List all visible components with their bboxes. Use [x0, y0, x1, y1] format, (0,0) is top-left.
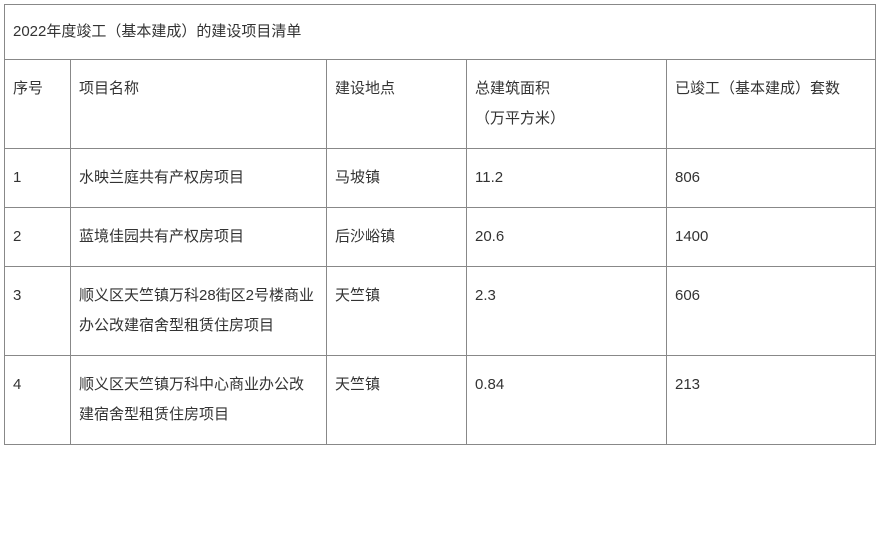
table-row: 2 蓝境佳园共有产权房项目 后沙峪镇 20.6 1400: [5, 208, 876, 267]
table-row: 4 顺义区天竺镇万科中心商业办公改建宿舍型租赁住房项目 天竺镇 0.84 213: [5, 356, 876, 445]
table-title: 2022年度竣工（基本建成）的建设项目清单: [5, 5, 876, 60]
cell-units: 213: [667, 356, 876, 445]
cell-idx: 1: [5, 149, 71, 208]
cell-loc: 天竺镇: [327, 356, 467, 445]
cell-name: 顺义区天竺镇万科中心商业办公改建宿舍型租赁住房项目: [71, 356, 327, 445]
cell-units: 806: [667, 149, 876, 208]
cell-idx: 4: [5, 356, 71, 445]
cell-area: 20.6: [467, 208, 667, 267]
cell-area: 11.2: [467, 149, 667, 208]
cell-area: 2.3: [467, 267, 667, 356]
projects-table: 2022年度竣工（基本建成）的建设项目清单 序号 项目名称 建设地点 总建筑面积…: [4, 4, 876, 445]
cell-area: 0.84: [467, 356, 667, 445]
col-header-area-line1: 总建筑面积: [475, 74, 658, 104]
cell-units: 1400: [667, 208, 876, 267]
cell-loc: 马坡镇: [327, 149, 467, 208]
table-row: 1 水映兰庭共有产权房项目 马坡镇 11.2 806: [5, 149, 876, 208]
cell-name: 蓝境佳园共有产权房项目: [71, 208, 327, 267]
col-header-idx: 序号: [5, 60, 71, 149]
cell-name: 水映兰庭共有产权房项目: [71, 149, 327, 208]
table-title-row: 2022年度竣工（基本建成）的建设项目清单: [5, 5, 876, 60]
cell-idx: 2: [5, 208, 71, 267]
col-header-loc: 建设地点: [327, 60, 467, 149]
col-header-area: 总建筑面积 （万平方米）: [467, 60, 667, 149]
cell-idx: 3: [5, 267, 71, 356]
col-header-name: 项目名称: [71, 60, 327, 149]
cell-name: 顺义区天竺镇万科28街区2号楼商业办公改建宿舍型租赁住房项目: [71, 267, 327, 356]
cell-units: 606: [667, 267, 876, 356]
col-header-area-line2: （万平方米）: [475, 104, 658, 134]
col-header-units: 已竣工（基本建成）套数: [667, 60, 876, 149]
cell-loc: 后沙峪镇: [327, 208, 467, 267]
table-header-row: 序号 项目名称 建设地点 总建筑面积 （万平方米） 已竣工（基本建成）套数: [5, 60, 876, 149]
table-row: 3 顺义区天竺镇万科28街区2号楼商业办公改建宿舍型租赁住房项目 天竺镇 2.3…: [5, 267, 876, 356]
cell-loc: 天竺镇: [327, 267, 467, 356]
